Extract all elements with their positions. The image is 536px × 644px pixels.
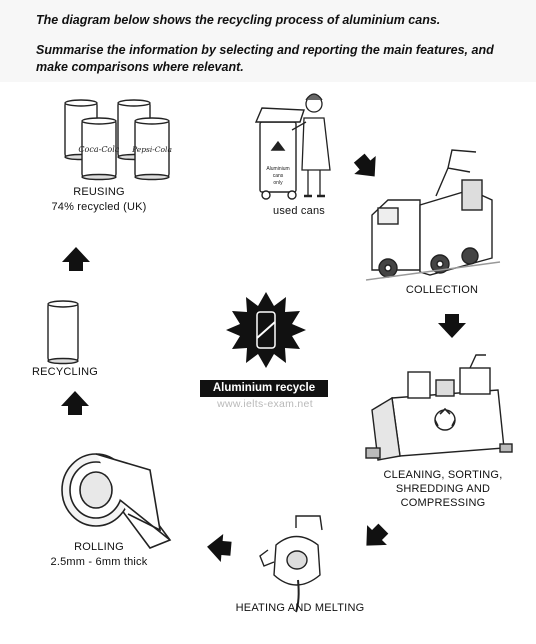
person-icon (291, 93, 331, 198)
metal-roll-icon (61, 453, 172, 549)
cans-group-icon (64, 99, 170, 181)
watermark: www.ielts-exam.net (217, 398, 313, 410)
furnace-icon (259, 515, 323, 613)
arrow-icon (438, 314, 466, 338)
can-icon (81, 117, 117, 181)
garbage-truck-icon (365, 149, 501, 281)
pepsi-logo: Pepsi-Cola (131, 145, 172, 154)
label-collection: COLLECTION (405, 284, 479, 296)
recycle-bin-icon (254, 107, 305, 200)
arrow-icon (356, 518, 394, 556)
arrow-icon (61, 391, 89, 415)
label-reusing-title: REUSING (73, 186, 125, 198)
label-cleaning: CLEANING, SORTING, SHREDDING AND COMPRES… (383, 469, 503, 509)
label-used-cans: used cans (273, 205, 325, 217)
bin-text-2: cans (273, 173, 284, 179)
task-header (0, 0, 536, 82)
can-icon (134, 117, 170, 181)
arrow-icon (205, 532, 233, 563)
coke-logo: Coca-Cola (78, 145, 119, 154)
intro-line-2: Summarise the information by selecting a… (36, 43, 494, 74)
arrow-icon (348, 149, 386, 186)
shredder-machine-icon (365, 354, 513, 461)
label-reusing-detail: 74% recycled (UK) (51, 201, 147, 213)
label-heating: HEATING AND MELTING (235, 602, 365, 614)
label-recycling: RECYCLING (32, 366, 98, 378)
intro-line-1: The diagram below shows the recycling pr… (36, 13, 441, 27)
can-icon (47, 300, 79, 365)
label-rolling-detail: 2.5mm - 6mm thick (50, 556, 148, 568)
label-rolling-title: ROLLING (74, 541, 124, 553)
center-badge: Aluminium recycle (200, 380, 328, 397)
arrow-icon (62, 247, 90, 271)
recycle-symbol-icon (226, 292, 306, 368)
bin-text-1: Aluminium (266, 166, 289, 172)
bin-text-3: only (273, 180, 283, 186)
